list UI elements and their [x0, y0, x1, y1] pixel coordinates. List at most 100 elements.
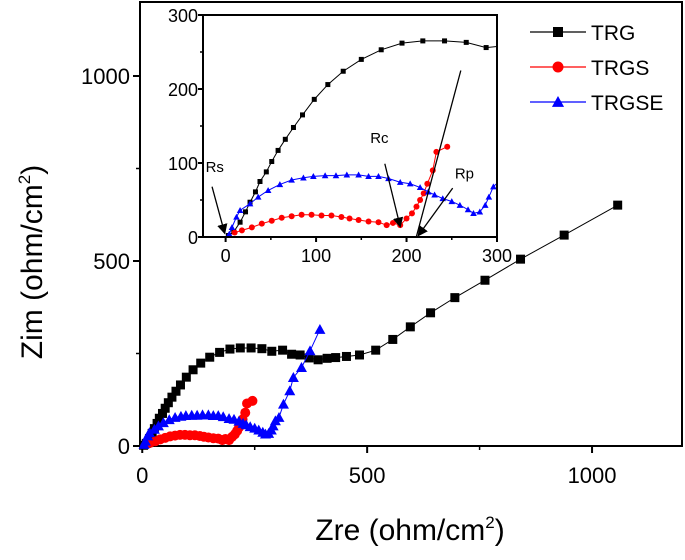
- inset-trgs-point: [417, 197, 424, 203]
- inset-trgse-point: [332, 172, 340, 179]
- inset-trgse-point: [355, 171, 362, 178]
- trg-line: [143, 204, 618, 446]
- inset-trgs-point: [365, 218, 372, 225]
- inset-trg-point: [442, 38, 448, 44]
- inset-trgs-point: [346, 215, 353, 222]
- inset-trgs-point: [278, 214, 285, 221]
- x-tick-label: 500: [349, 463, 386, 488]
- inset-trgse-point: [236, 207, 244, 213]
- inset-trgse-point: [246, 200, 254, 207]
- trg-point: [304, 353, 314, 363]
- trg-point: [181, 372, 191, 382]
- trg-point: [157, 408, 167, 418]
- x-tick-label: 0: [136, 463, 148, 488]
- y-tick-label: 500: [93, 249, 130, 274]
- trg-point: [167, 392, 177, 402]
- inset-trgse-point: [406, 180, 414, 187]
- inset-trgs-point: [403, 215, 410, 222]
- trg-point: [171, 386, 181, 396]
- trgse-point: [295, 362, 307, 372]
- inset-trgs-point: [355, 216, 362, 223]
- inset-trgse-point: [476, 208, 484, 215]
- trg-point: [322, 353, 332, 363]
- inset-trgse-point: [560, 44, 567, 50]
- inset-trgs-point: [288, 213, 295, 220]
- inset-trg-point: [311, 96, 317, 102]
- inset-series-group: [225, 38, 582, 237]
- inset-trgse-point: [456, 201, 464, 208]
- inset-trgs-point: [408, 210, 415, 217]
- trg-point: [154, 413, 164, 423]
- trgse-point: [267, 420, 279, 431]
- inset-trgse-point: [343, 171, 351, 178]
- inset-trg-point: [237, 219, 243, 225]
- trg-point: [160, 403, 170, 413]
- inset-trgse-point: [375, 173, 382, 179]
- inset-trgse-point: [228, 224, 236, 231]
- y-axis-title: Zim (ohm/cm2): [15, 165, 49, 359]
- trg-point: [341, 351, 351, 361]
- trgs-point: [240, 407, 251, 418]
- trg-point: [246, 343, 256, 353]
- inset-trgs-point: [389, 219, 396, 226]
- inset-trgse-point: [497, 177, 504, 183]
- inset-trgs-point: [413, 203, 420, 210]
- trgse-point: [277, 398, 289, 409]
- trg-point: [188, 365, 198, 375]
- inset-trgs-point: [328, 212, 335, 219]
- trg-point: [205, 352, 215, 362]
- inset-trg-point: [282, 136, 288, 142]
- trgs-point: [247, 395, 258, 406]
- inset-trg-point: [463, 39, 469, 45]
- trg-point: [516, 254, 526, 264]
- rp-tangent-line: [415, 70, 462, 237]
- trgse-point: [287, 372, 299, 382]
- inset-trg-point: [523, 51, 528, 56]
- inset-trgs-line: [234, 146, 448, 234]
- inset-trg-point: [290, 124, 296, 130]
- inset-trgse-point: [310, 173, 317, 179]
- annotation-rp: Rp: [455, 166, 474, 183]
- legend-square-icon: [553, 27, 563, 37]
- inset-y-tick-label: 0: [188, 228, 198, 248]
- inset-x-tick-label: 300: [482, 246, 512, 266]
- inset-trgse-point: [288, 176, 295, 183]
- inset-trg-point: [577, 62, 582, 67]
- inset-trgse-point: [321, 172, 329, 179]
- trgse-point: [143, 427, 155, 438]
- inset-trgs-point: [375, 219, 382, 226]
- trg-point: [613, 200, 623, 210]
- legend-item-trg: TRG: [530, 22, 635, 45]
- trg-point: [235, 343, 245, 353]
- inset-trgs-point: [424, 180, 431, 187]
- inset-trgse-point: [225, 230, 233, 237]
- inset-trgse-point: [276, 181, 284, 188]
- inset-trgs-point: [338, 214, 345, 221]
- annotation-rc-arrow: [384, 163, 404, 228]
- trgse-point: [314, 323, 326, 334]
- main-frame-border: [139, 1, 683, 447]
- trgse-point: [157, 417, 169, 428]
- inset-y-tick-label: 300: [168, 6, 198, 26]
- inset-trgse-point: [448, 198, 456, 205]
- inset-trgs-point: [308, 211, 315, 218]
- trgse-point: [304, 345, 316, 356]
- inset-trgs-point: [248, 224, 255, 231]
- annotation-rs: Rs: [206, 159, 224, 176]
- inset-trgse-point: [481, 201, 489, 208]
- annotation-rs-arrow: [211, 186, 228, 235]
- inset-trg-point: [340, 68, 346, 74]
- trg-point: [426, 308, 436, 318]
- inset-trg-point: [420, 38, 426, 44]
- inset-y-tick-label: 200: [168, 80, 198, 100]
- inset-x-tick-label: 0: [221, 246, 231, 266]
- inset-trg-point: [378, 47, 384, 53]
- inset-trgs-point: [231, 229, 238, 236]
- trg-point: [163, 398, 173, 408]
- legend-label: TRGS: [591, 57, 649, 80]
- main-series-group: [138, 200, 623, 450]
- inset-x-tick-label: 100: [301, 246, 331, 266]
- trg-point: [267, 346, 277, 356]
- inset-trg-point: [325, 82, 331, 88]
